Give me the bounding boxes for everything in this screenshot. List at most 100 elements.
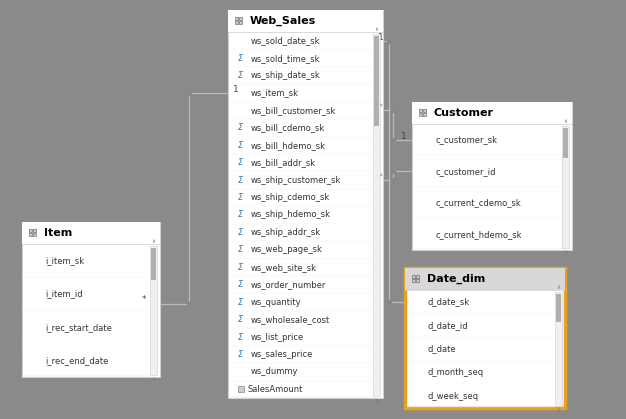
Text: Σ: Σ	[238, 123, 244, 132]
Text: d_date: d_date	[428, 344, 456, 354]
Text: ∨: ∨	[563, 250, 568, 255]
Bar	[412, 276, 415, 279]
Bar	[412, 102, 572, 250]
Bar	[419, 113, 422, 116]
Text: ws_web_site_sk: ws_web_site_sk	[251, 263, 317, 272]
Text: 1: 1	[401, 132, 407, 141]
Text: ws_ship_date_sk: ws_ship_date_sk	[251, 71, 321, 80]
Text: Web_Sales: Web_Sales	[250, 16, 316, 26]
Text: ws_wholesale_cost: ws_wholesale_cost	[251, 315, 331, 324]
Text: ws_ship_customer_sk: ws_ship_customer_sk	[251, 176, 341, 185]
Text: Σ: Σ	[238, 141, 244, 150]
Bar	[150, 246, 157, 375]
Text: c_customer_sk: c_customer_sk	[435, 135, 497, 144]
Text: *: *	[141, 295, 146, 304]
Text: d_date_id: d_date_id	[428, 321, 469, 330]
Bar	[412, 279, 415, 282]
Text: ws_bill_cdemo_sk: ws_bill_cdemo_sk	[251, 123, 326, 132]
Bar	[33, 233, 36, 236]
Text: d_week_seq: d_week_seq	[428, 392, 479, 401]
Text: c_current_hdemo_sk: c_current_hdemo_sk	[435, 230, 521, 239]
Text: Σ: Σ	[238, 333, 244, 341]
Text: ws_bill_hdemo_sk: ws_bill_hdemo_sk	[251, 141, 326, 150]
Text: Customer: Customer	[434, 108, 494, 118]
Bar	[412, 102, 572, 124]
Text: ∧: ∧	[557, 285, 560, 290]
Text: Σ: Σ	[238, 263, 244, 272]
Text: ws_web_page_sk: ws_web_page_sk	[251, 246, 323, 254]
Text: i_rec_start_date: i_rec_start_date	[45, 323, 112, 331]
Text: ∧: ∧	[374, 27, 379, 32]
Text: c_current_cdemo_sk: c_current_cdemo_sk	[435, 198, 521, 207]
Text: ∨: ∨	[557, 408, 560, 413]
Text: *: *	[378, 103, 382, 112]
Text: Item: Item	[44, 228, 72, 238]
Text: ws_ship_hdemo_sk: ws_ship_hdemo_sk	[251, 210, 331, 220]
Bar	[405, 268, 565, 290]
Text: SalesAmount: SalesAmount	[248, 385, 304, 394]
Text: Σ: Σ	[238, 176, 244, 185]
Text: ws_sold_date_sk: ws_sold_date_sk	[251, 36, 321, 45]
Text: ∧: ∧	[151, 239, 155, 244]
Bar	[228, 10, 383, 32]
Text: d_month_seq: d_month_seq	[428, 368, 484, 377]
Text: Σ: Σ	[238, 246, 244, 254]
Text: ws_item_sk: ws_item_sk	[251, 88, 299, 98]
Bar	[562, 126, 569, 248]
Bar	[555, 292, 562, 406]
Bar	[29, 230, 32, 233]
Bar	[563, 128, 568, 158]
Text: i_item_sk: i_item_sk	[45, 256, 84, 265]
Bar	[374, 36, 379, 127]
Text: Σ: Σ	[238, 280, 244, 289]
Text: 1: 1	[233, 85, 239, 93]
Text: d_date_sk: d_date_sk	[428, 297, 470, 306]
Bar	[405, 268, 565, 408]
Text: ws_order_number: ws_order_number	[251, 280, 326, 289]
Text: ∧: ∧	[563, 119, 568, 124]
Bar	[373, 34, 380, 396]
Text: ws_ship_addr_sk: ws_ship_addr_sk	[251, 228, 321, 237]
Bar	[33, 230, 36, 233]
Text: i_rec_end_date: i_rec_end_date	[45, 356, 108, 365]
Text: ws_dummy: ws_dummy	[251, 367, 299, 376]
Bar	[235, 21, 238, 24]
Bar	[419, 109, 422, 112]
Text: 1: 1	[378, 33, 384, 42]
Text: Σ: Σ	[238, 71, 244, 80]
Text: ws_list_price: ws_list_price	[251, 333, 304, 341]
Text: Σ: Σ	[238, 210, 244, 220]
Text: ws_sales_price: ws_sales_price	[251, 350, 314, 359]
Text: ∨: ∨	[151, 377, 155, 382]
Bar	[238, 386, 244, 392]
Bar	[239, 21, 242, 24]
Text: Σ: Σ	[238, 193, 244, 202]
Text: ws_bill_customer_sk: ws_bill_customer_sk	[251, 106, 336, 115]
Text: i_item_id: i_item_id	[45, 290, 83, 298]
Text: ∨: ∨	[374, 398, 379, 403]
Bar	[228, 10, 383, 398]
Text: Σ: Σ	[238, 228, 244, 237]
Text: Σ: Σ	[238, 315, 244, 324]
Text: Σ: Σ	[238, 54, 244, 63]
Text: *: *	[378, 173, 382, 182]
Bar	[423, 113, 426, 116]
Text: Σ: Σ	[238, 350, 244, 359]
Text: ws_bill_addr_sk: ws_bill_addr_sk	[251, 158, 316, 167]
Text: ws_ship_cdemo_sk: ws_ship_cdemo_sk	[251, 193, 331, 202]
Text: Σ: Σ	[238, 158, 244, 167]
Bar	[235, 18, 238, 21]
Text: Σ: Σ	[238, 297, 244, 307]
Bar	[22, 222, 160, 244]
Bar	[239, 18, 242, 21]
Text: ws_quantity: ws_quantity	[251, 297, 302, 307]
Bar	[416, 279, 419, 282]
Text: c_customer_id: c_customer_id	[435, 167, 496, 176]
Text: Date_dim: Date_dim	[427, 274, 485, 284]
Bar	[416, 276, 419, 279]
Text: ws_sold_time_sk: ws_sold_time_sk	[251, 54, 321, 63]
Bar	[29, 233, 32, 236]
Bar	[151, 248, 156, 280]
Bar	[556, 294, 561, 323]
Bar	[423, 109, 426, 112]
